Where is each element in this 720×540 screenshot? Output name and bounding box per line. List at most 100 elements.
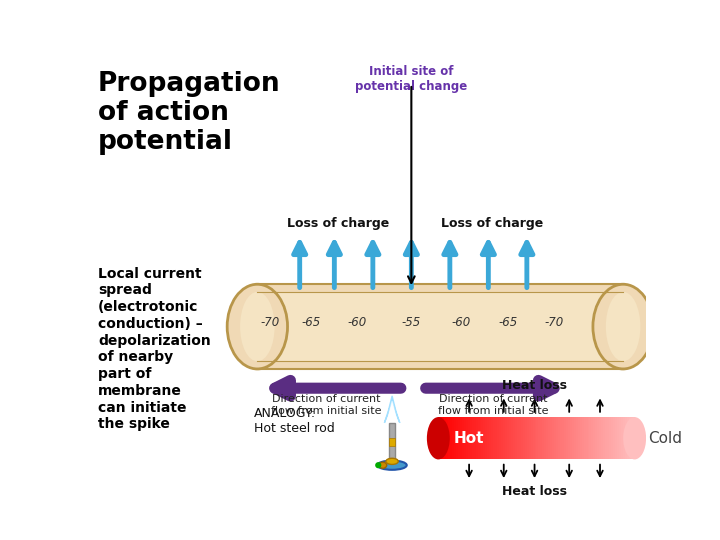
Text: -60: -60: [451, 316, 471, 329]
Text: Initial site of
potential change: Initial site of potential change: [355, 65, 467, 93]
Bar: [472, 417, 474, 460]
Bar: [548, 417, 550, 460]
Bar: [257, 284, 623, 369]
Ellipse shape: [593, 284, 653, 369]
Bar: [611, 417, 613, 460]
Bar: [523, 417, 525, 460]
Bar: [568, 417, 570, 460]
Bar: [513, 417, 515, 460]
Bar: [454, 417, 456, 460]
Bar: [562, 417, 564, 460]
Text: Local current
spread
(electrotonic
conduction) –
depolarization
of nearby
part o: Local current spread (electrotonic condu…: [98, 267, 211, 431]
Bar: [588, 417, 590, 460]
Text: -65: -65: [302, 316, 321, 329]
Bar: [462, 417, 464, 460]
Bar: [466, 417, 468, 460]
Text: Loss of charge: Loss of charge: [287, 217, 390, 230]
Bar: [505, 417, 507, 460]
Bar: [477, 417, 480, 460]
Bar: [598, 417, 599, 460]
Bar: [456, 417, 458, 460]
Bar: [487, 417, 490, 460]
Bar: [627, 417, 629, 460]
Bar: [509, 417, 511, 460]
Bar: [577, 417, 580, 460]
Bar: [621, 417, 623, 460]
Bar: [580, 417, 582, 460]
Bar: [629, 417, 631, 460]
Bar: [452, 417, 454, 460]
Bar: [257, 292, 623, 361]
Bar: [491, 417, 493, 460]
Bar: [519, 417, 521, 460]
Text: -65: -65: [498, 316, 517, 329]
Bar: [633, 417, 634, 460]
Bar: [544, 417, 546, 460]
Bar: [560, 417, 562, 460]
Bar: [458, 417, 460, 460]
Bar: [464, 417, 466, 460]
Bar: [528, 417, 531, 460]
Bar: [446, 417, 448, 460]
Polygon shape: [387, 401, 397, 421]
Bar: [542, 417, 544, 460]
Bar: [534, 417, 536, 460]
Bar: [606, 417, 607, 460]
Bar: [389, 423, 395, 461]
Bar: [607, 417, 609, 460]
Bar: [485, 417, 487, 460]
Ellipse shape: [228, 284, 287, 369]
Bar: [469, 417, 472, 460]
Bar: [619, 417, 621, 460]
Text: Heat loss: Heat loss: [502, 485, 567, 498]
Text: Direction of current
flow from initial site: Direction of current flow from initial s…: [438, 394, 549, 416]
Bar: [603, 417, 606, 460]
Ellipse shape: [386, 458, 398, 464]
Bar: [448, 417, 450, 460]
Polygon shape: [384, 396, 400, 423]
Bar: [536, 417, 539, 460]
Bar: [584, 417, 585, 460]
Bar: [599, 417, 601, 460]
Ellipse shape: [379, 462, 387, 468]
Bar: [556, 417, 558, 460]
Bar: [582, 417, 584, 460]
Bar: [558, 417, 560, 460]
Bar: [521, 417, 523, 460]
Bar: [566, 417, 568, 460]
Bar: [533, 417, 534, 460]
Bar: [625, 417, 627, 460]
Bar: [546, 417, 548, 460]
Ellipse shape: [375, 462, 382, 468]
Bar: [539, 417, 541, 460]
Bar: [591, 417, 593, 460]
Bar: [615, 417, 617, 460]
Bar: [525, 417, 526, 460]
Bar: [541, 417, 542, 460]
Bar: [585, 417, 588, 460]
Bar: [631, 417, 633, 460]
Bar: [503, 417, 505, 460]
Ellipse shape: [624, 417, 646, 460]
Text: -55: -55: [402, 316, 421, 329]
Bar: [564, 417, 566, 460]
Text: Cold: Cold: [649, 431, 683, 445]
Bar: [495, 417, 498, 460]
Bar: [483, 417, 485, 460]
Bar: [550, 417, 552, 460]
Bar: [460, 417, 462, 460]
Bar: [490, 417, 491, 460]
Text: -60: -60: [348, 316, 367, 329]
Bar: [389, 438, 395, 446]
Bar: [498, 417, 499, 460]
Bar: [444, 417, 446, 460]
Bar: [609, 417, 611, 460]
Bar: [593, 417, 595, 460]
Bar: [590, 417, 591, 460]
Bar: [515, 417, 517, 460]
Bar: [450, 417, 452, 460]
Bar: [552, 417, 554, 460]
Bar: [570, 417, 572, 460]
Bar: [574, 417, 576, 460]
Ellipse shape: [606, 292, 640, 361]
